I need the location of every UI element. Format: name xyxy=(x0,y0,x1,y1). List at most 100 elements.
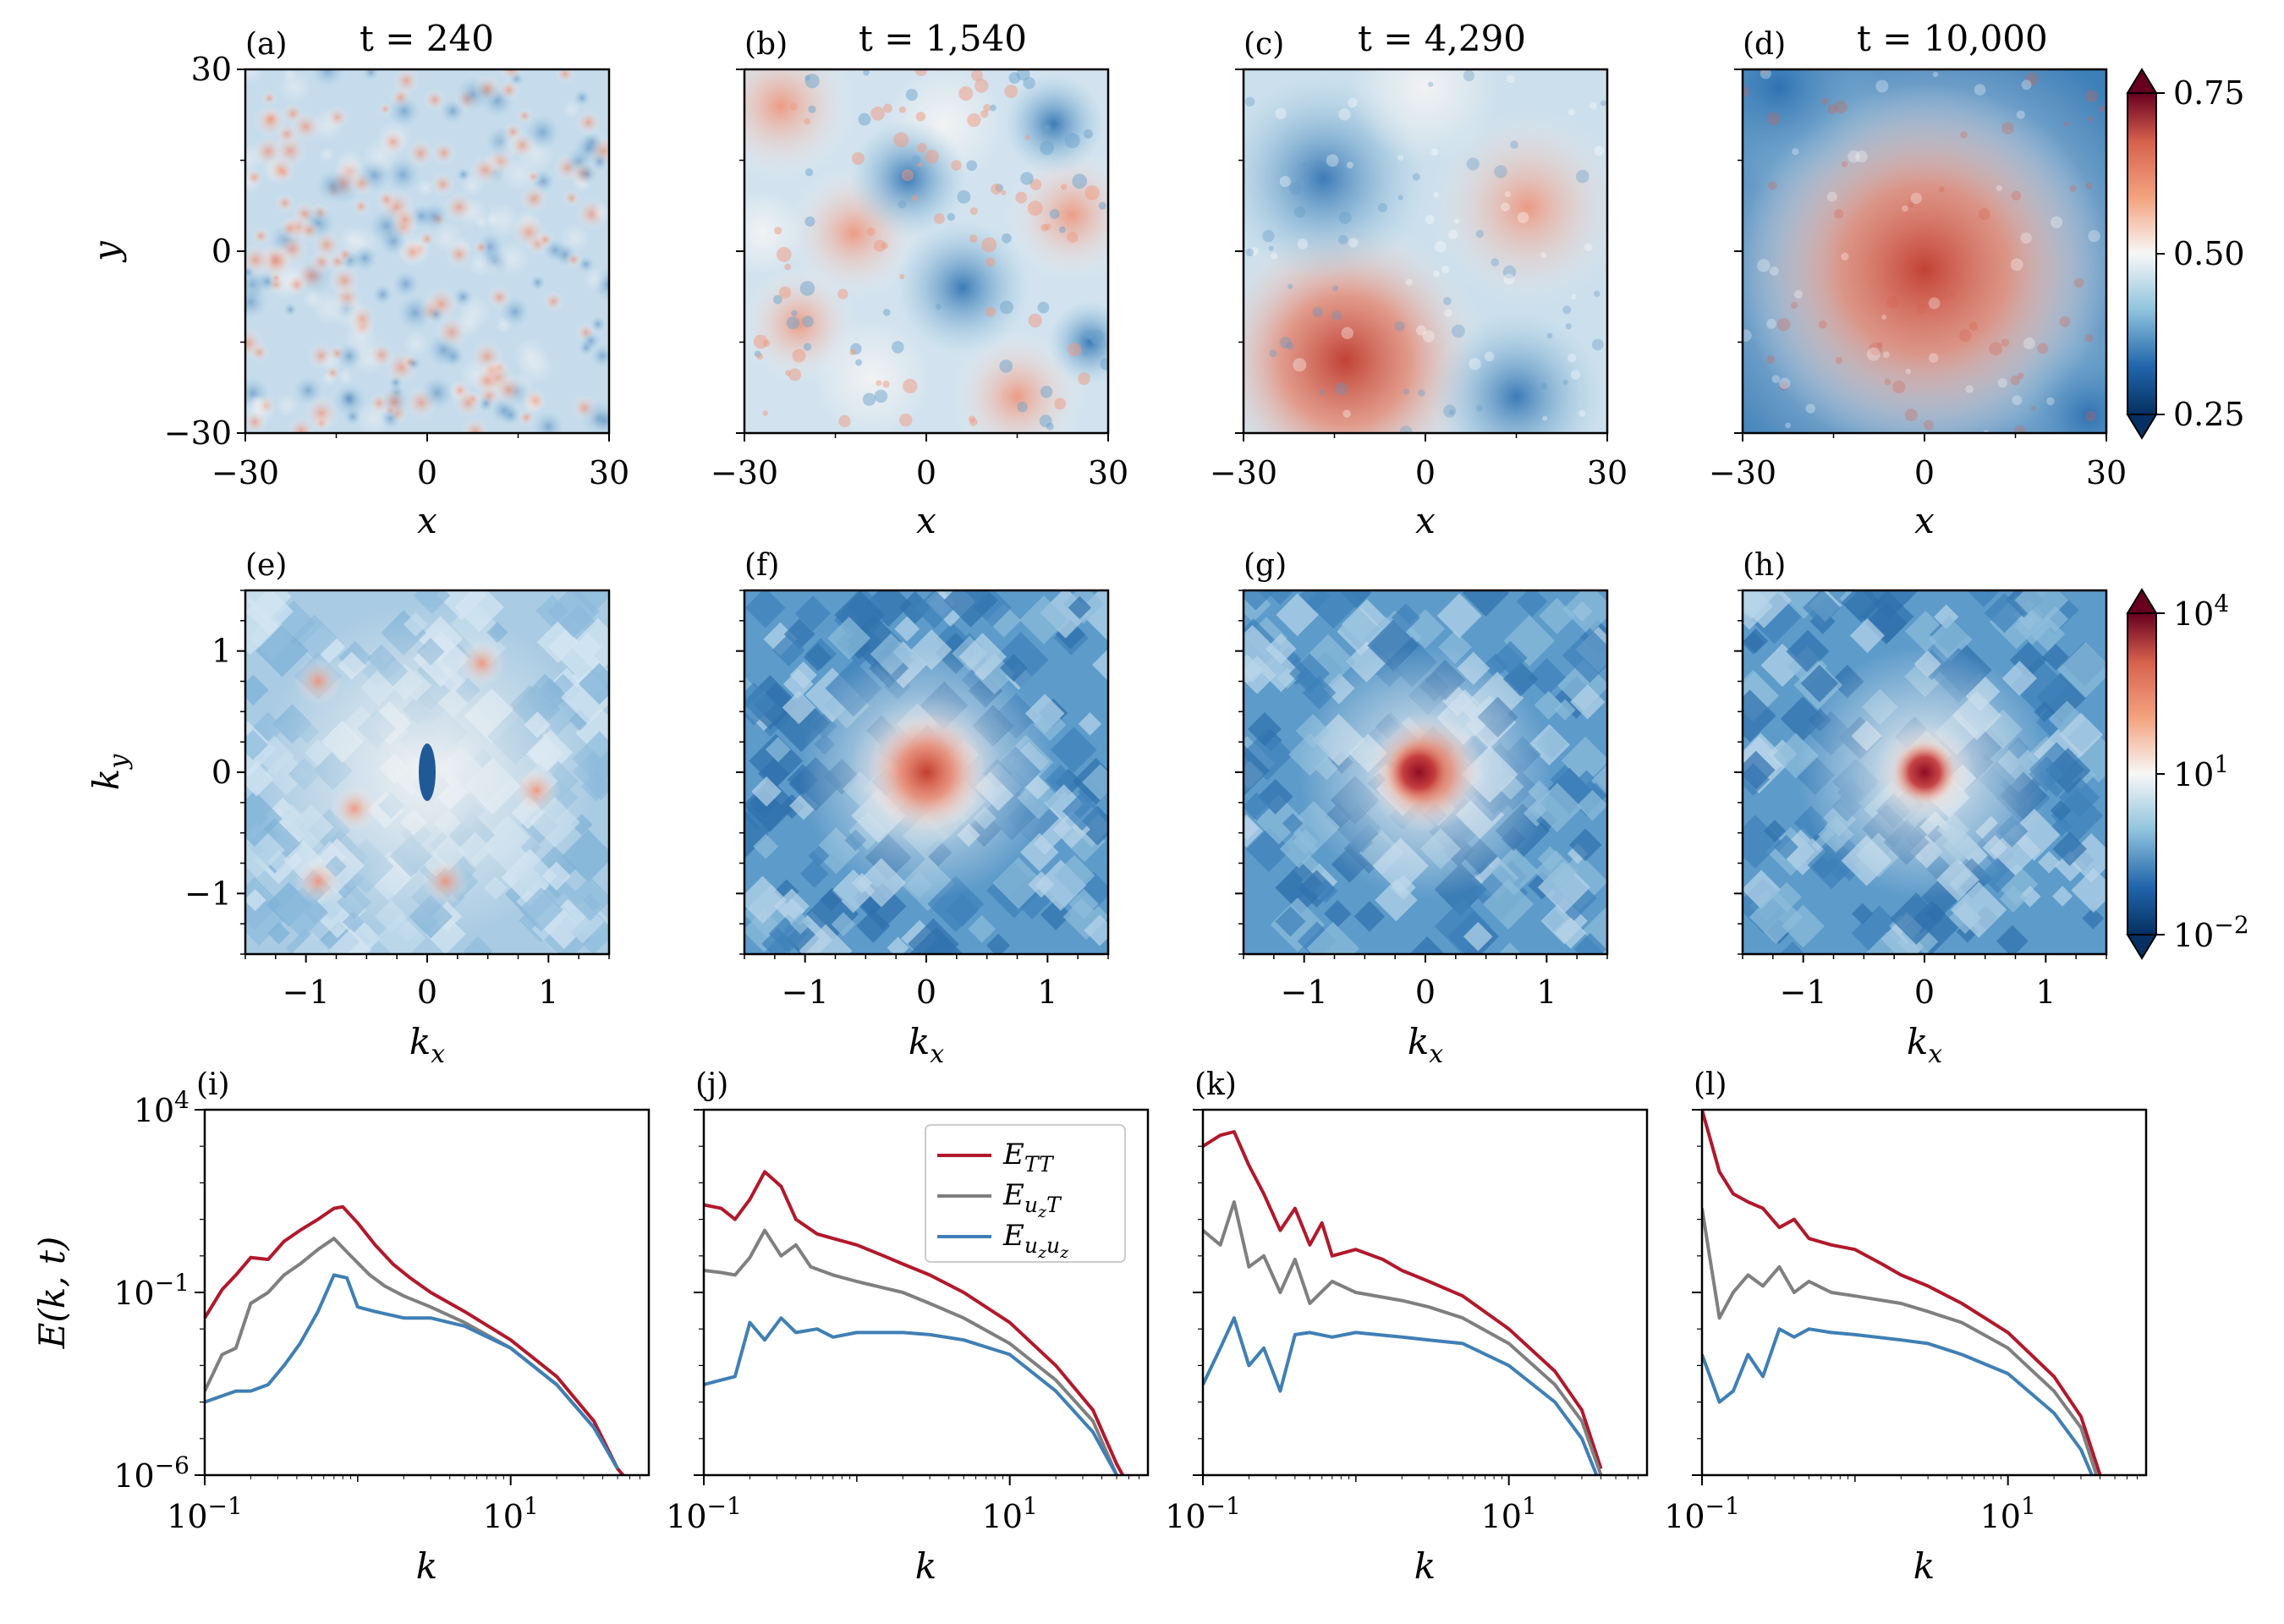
field-speckle xyxy=(1302,162,1309,167)
field-speckle xyxy=(2001,122,2014,134)
field-speckle xyxy=(1016,69,1030,81)
field-speckle xyxy=(786,316,799,330)
spectrum-facet xyxy=(768,914,809,954)
row-2-fourier-spectra: −1 0 1 1 0 −1 kx ky (e) −1 0 1 kx (f) −1 0 1 kx (g) −1 0 1 kx (… xyxy=(85,548,2249,1069)
spectrum-facet xyxy=(2035,672,2087,723)
field-speckle xyxy=(1346,162,1353,169)
field-speckle xyxy=(583,267,608,292)
spectrum-facet xyxy=(1275,906,1306,937)
field-speckle xyxy=(892,341,904,354)
spectrum-facet xyxy=(1298,590,1331,612)
field-speckle xyxy=(1877,342,1883,348)
spectrum-facet xyxy=(1763,820,1787,842)
field-patch xyxy=(744,69,857,182)
field-speckle xyxy=(1834,100,1848,114)
field-speckle xyxy=(1886,296,1899,309)
field-speckle xyxy=(791,310,798,316)
colorbar-tick-label: 10−2 xyxy=(2173,911,2249,954)
field-speckle xyxy=(911,195,919,201)
field-speckle xyxy=(1269,349,1277,358)
x-tick-label: 101 xyxy=(1481,1492,1537,1535)
field-speckle xyxy=(925,149,939,164)
spectrum-facet xyxy=(1314,879,1338,903)
spectrum-peak xyxy=(1386,740,1451,804)
spectrum-facet xyxy=(958,633,1007,681)
field-speckle xyxy=(1017,401,1028,413)
field-speckle xyxy=(316,169,349,203)
spectrum-facet xyxy=(1266,590,1293,606)
field-speckle xyxy=(497,79,520,102)
field-speckle xyxy=(789,102,798,111)
neutral-patch xyxy=(1349,69,1502,164)
field-speckle xyxy=(1743,85,1749,98)
field-speckle xyxy=(2011,190,2022,201)
y-tick-label: 104 xyxy=(134,1086,189,1129)
field-speckle xyxy=(756,353,764,360)
x-tick-label: 30 xyxy=(2086,454,2127,491)
x-tick-label: 1 xyxy=(538,974,558,1011)
field-speckle xyxy=(1591,338,1604,351)
x-axis-label: x xyxy=(1914,500,1935,541)
colorbar-gradient xyxy=(2128,93,2156,414)
field-speckle xyxy=(876,380,882,387)
field-speckle xyxy=(1904,408,1918,422)
spectrum-panel-h: −1 0 1 kx (h) xyxy=(1734,548,2108,1069)
spectrum-facet xyxy=(771,633,805,667)
field-speckle xyxy=(1902,205,1908,212)
x-tick-label: 1 xyxy=(2035,974,2056,1011)
field-speckle xyxy=(420,376,455,410)
field-speckle xyxy=(1494,165,1507,178)
field-speckle xyxy=(387,95,421,129)
field-speckle xyxy=(1049,209,1060,219)
field-speckle xyxy=(352,197,371,216)
y-tick-label: 1 xyxy=(211,633,232,670)
spectrum-facet xyxy=(1912,929,1939,954)
field-speckle xyxy=(516,107,533,124)
field-speckle xyxy=(1338,211,1352,224)
spectrum-facet xyxy=(1996,924,2029,954)
field-speckle xyxy=(380,408,401,429)
field-speckle xyxy=(1540,251,1547,259)
spectrum-facet xyxy=(751,776,782,807)
field-speckle xyxy=(1978,208,1990,220)
field-speckle xyxy=(362,69,380,81)
y-tick-label: 30 xyxy=(191,51,232,88)
series-line-e-tt xyxy=(205,1204,626,1475)
field-speckle xyxy=(1835,357,1843,365)
spectrum-facet xyxy=(267,922,290,945)
field-speckle xyxy=(882,103,892,113)
spectrum-facet xyxy=(1062,792,1101,831)
spectrum-facet xyxy=(986,933,1011,954)
field-speckle xyxy=(1341,326,1353,340)
series-line-e-uzuz xyxy=(205,1273,619,1470)
field-speckle xyxy=(799,281,815,296)
warm-plume xyxy=(1425,106,1607,310)
field-speckle xyxy=(368,341,396,369)
field-speckle xyxy=(1542,415,1548,421)
field-speckle xyxy=(423,88,447,112)
field-speckle xyxy=(591,201,609,222)
field-speckle xyxy=(2010,375,2020,386)
field-speckle xyxy=(1517,211,1529,223)
spectrum-facet xyxy=(782,690,816,725)
spectrum-facet xyxy=(1391,603,1420,633)
field-speckle xyxy=(776,246,792,262)
field-speckle xyxy=(430,172,456,197)
spectrum-facet xyxy=(804,643,832,672)
spectrum-center-minimum xyxy=(419,743,436,801)
spectrum-facet xyxy=(2009,641,2047,679)
field-speckle xyxy=(328,265,360,297)
field-speckle xyxy=(283,302,298,317)
field-speckle xyxy=(1275,107,1287,119)
field-speckle xyxy=(838,414,851,428)
panel-title: t = 1,540 xyxy=(859,18,1027,59)
x-axis-label: x xyxy=(916,500,936,541)
spectrum-facet xyxy=(1849,617,1885,654)
field-speckle xyxy=(1082,350,1088,357)
panel-label: (g) xyxy=(1244,548,1287,583)
field-speckle xyxy=(1571,294,1577,300)
spectrum-facet xyxy=(1771,881,1802,913)
field-speckle xyxy=(1040,223,1049,232)
field-speckle xyxy=(804,216,815,227)
field-speckle xyxy=(337,368,354,385)
